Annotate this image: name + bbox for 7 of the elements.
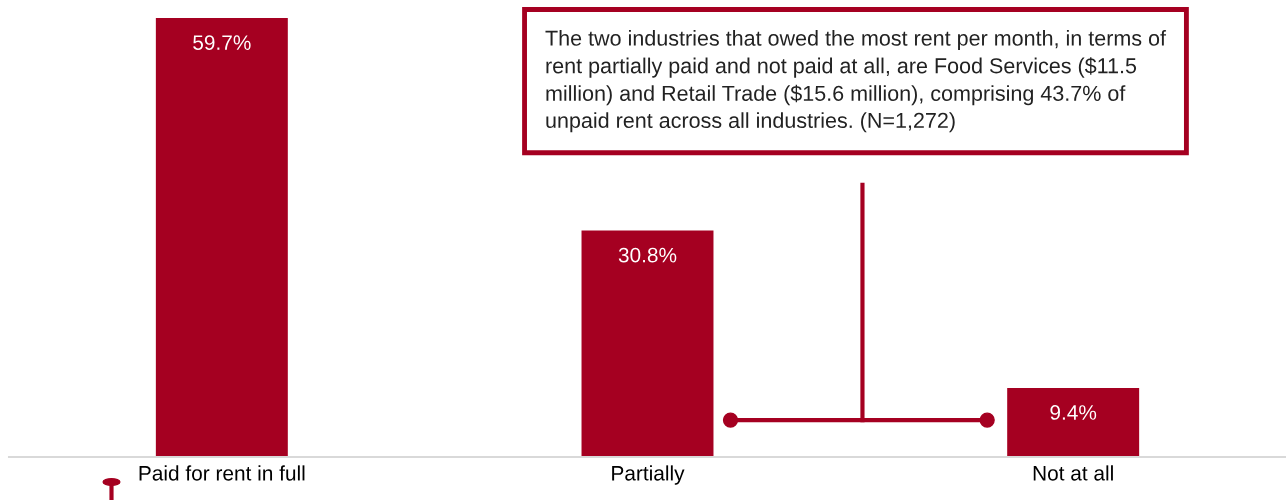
x-tick-label: Partially <box>612 465 685 485</box>
annotation: The two industries that owed the most rent per month, in terms of rent partially paid and not paid at all, are Food Services ($11.5 million) and Retail Trade ($15.6 million), comprising 43.7% of unpaid rent across all industries. (N=1,272) <box>545 30 1167 133</box>
data-label: 30.8% <box>618 247 677 263</box>
x-tick-label: Not at all <box>1033 465 1113 481</box>
data-label: 9.4% <box>1050 405 1097 420</box>
data-label: 59.7% <box>193 35 251 50</box>
x-tick-label: Paid for rent in full <box>139 465 305 481</box>
